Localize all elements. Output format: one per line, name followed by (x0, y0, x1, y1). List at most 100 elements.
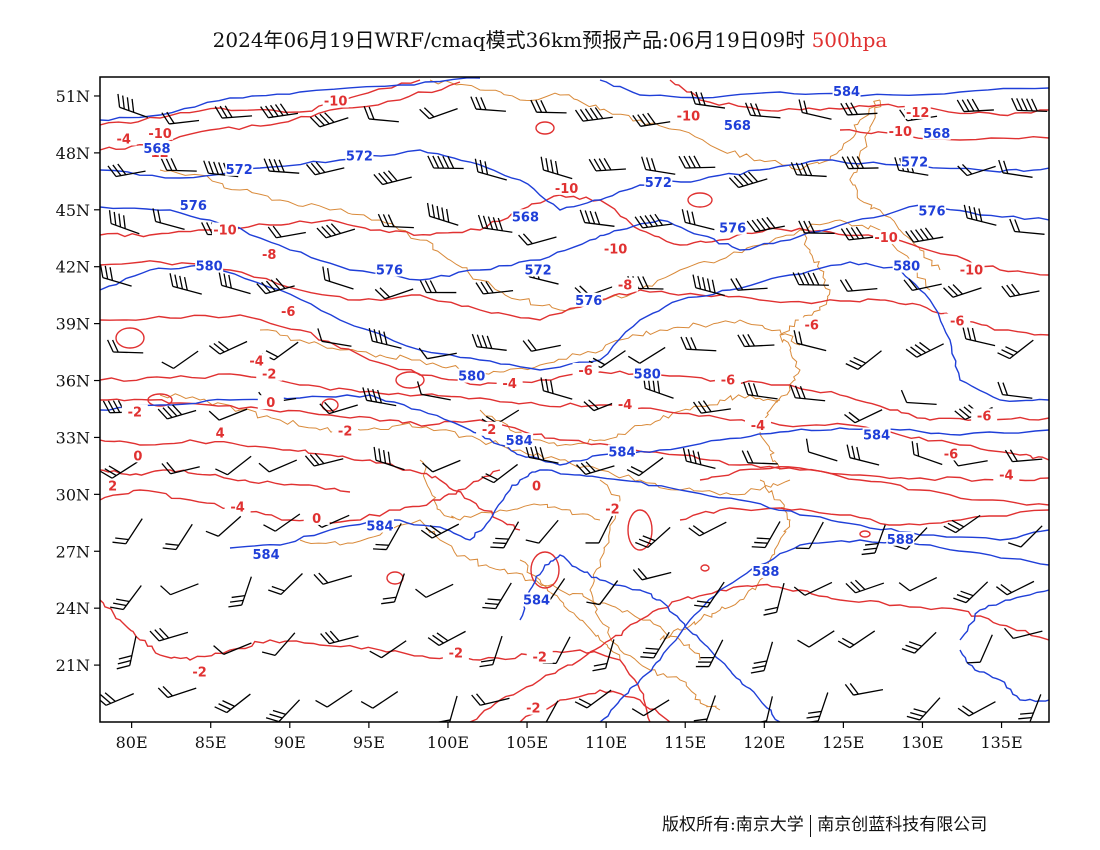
height-label-bg (225, 161, 254, 176)
wind-barb (419, 280, 457, 294)
wind-barb (631, 699, 670, 717)
height-label: 568 (724, 119, 751, 134)
wind-barb (267, 225, 306, 239)
temperature-label-bg (520, 700, 547, 715)
wind-barb (372, 523, 402, 551)
wind-barb (1007, 525, 1043, 548)
temperature-label: -2 (605, 502, 619, 517)
lat-tick-label: 48N (56, 144, 90, 163)
height-label-bg (607, 444, 636, 459)
temperature-contour-line (100, 599, 651, 722)
wind-barb (215, 455, 252, 476)
height-contour-line (100, 77, 481, 122)
wind-barb (258, 459, 298, 473)
wind-barb (953, 581, 989, 604)
wind-barb (798, 220, 835, 235)
wind-barb (108, 210, 140, 235)
wind-barb (532, 700, 559, 722)
height-label: 568 (923, 127, 950, 142)
lat-tick-label: 30N (56, 485, 90, 504)
wind-barb (479, 635, 503, 668)
wind-barb (490, 521, 520, 549)
wind-barb (640, 631, 670, 659)
province-borders (159, 79, 941, 711)
wind-barb (588, 157, 626, 172)
wind-barb (898, 577, 938, 592)
temperature-label-bg (124, 448, 151, 463)
height-label-bg (832, 84, 861, 99)
wind-barb (415, 583, 454, 598)
wind-barb (316, 223, 356, 239)
temperature-label: -4 (751, 419, 765, 434)
wind-barb (743, 381, 778, 400)
temperature-label-bg (322, 93, 349, 108)
wind-barb (626, 457, 664, 477)
wind-barb (641, 156, 676, 175)
wind-barb (690, 90, 726, 109)
wind-barb (963, 204, 997, 226)
copyright-right: 南京创蓝科技有限公司 (817, 815, 988, 835)
wind-barb (482, 582, 512, 610)
wind-barb (943, 284, 982, 298)
temperature-label-bg (211, 222, 238, 237)
height-label: 572 (525, 263, 552, 278)
height-label: 584 (833, 85, 860, 100)
wind-barb (627, 346, 666, 364)
wind-barb (793, 330, 827, 352)
wind-barb (522, 339, 561, 352)
temperature-label: -8 (262, 248, 276, 263)
wind-barb (861, 524, 886, 556)
wind-barb (161, 350, 199, 369)
wind-barb (373, 446, 405, 471)
height-contour-line (959, 589, 1049, 641)
height-contour-line (100, 394, 1049, 466)
height-label-bg (886, 531, 915, 546)
temperature-label: -10 (213, 224, 237, 239)
wind-barb (157, 404, 197, 420)
wind-barb (746, 216, 785, 233)
temperature-label: 0 (532, 480, 541, 495)
wind-barb (903, 278, 942, 292)
wind-barb (682, 447, 716, 470)
wind-barb (750, 641, 774, 674)
height-label: 568 (512, 210, 539, 225)
temperature-closed-contour (535, 121, 555, 135)
temperature-label-bg (303, 510, 330, 525)
wind-barb (728, 171, 768, 189)
temperature-label: -10 (889, 125, 913, 140)
temperature-label: -6 (977, 409, 991, 424)
temperature-label-bg (110, 131, 137, 146)
wind-barb (798, 99, 832, 120)
wind-barb (751, 521, 781, 549)
wind-barb (157, 685, 197, 699)
wind-barb (841, 156, 879, 170)
lat-tick-label: 42N (56, 258, 90, 277)
map-title: 2024年06月19日WRF/cmaq模式36km预报产品:06月19日09时 … (0, 24, 1100, 53)
wind-barb (261, 632, 296, 657)
temperature-label-bg (798, 317, 825, 332)
temperature-contour-line (100, 373, 1049, 461)
wind-barb (363, 106, 399, 123)
wind-barb (360, 691, 399, 709)
wind-barb (1001, 283, 1040, 298)
temperature-contour-line (100, 469, 501, 524)
wind-barb (586, 580, 619, 606)
height-label-bg (345, 148, 374, 163)
copyright-footer: 版权所有:南京大学 南京创蓝科技有限公司 (662, 810, 987, 837)
temperature-label-bg (602, 241, 629, 256)
lon-tick-label: 80E (116, 733, 148, 752)
temperature-label: 0 (133, 449, 142, 464)
lon-tick-label: 95E (353, 733, 385, 752)
province-border (849, 99, 941, 271)
lon-tick-label: 90E (274, 733, 306, 752)
temperature-closed-contour (687, 192, 713, 208)
temperature-label-bg (207, 425, 234, 440)
wind-barb (692, 400, 731, 414)
lon-tick-label: 105E (506, 733, 548, 752)
wind-barb (632, 567, 672, 581)
wind-barb (576, 461, 615, 476)
wind-barb (214, 105, 253, 119)
temperature-closed-contour (700, 564, 710, 572)
temperature-label-bg (256, 366, 283, 381)
height-label-bg (900, 154, 929, 169)
